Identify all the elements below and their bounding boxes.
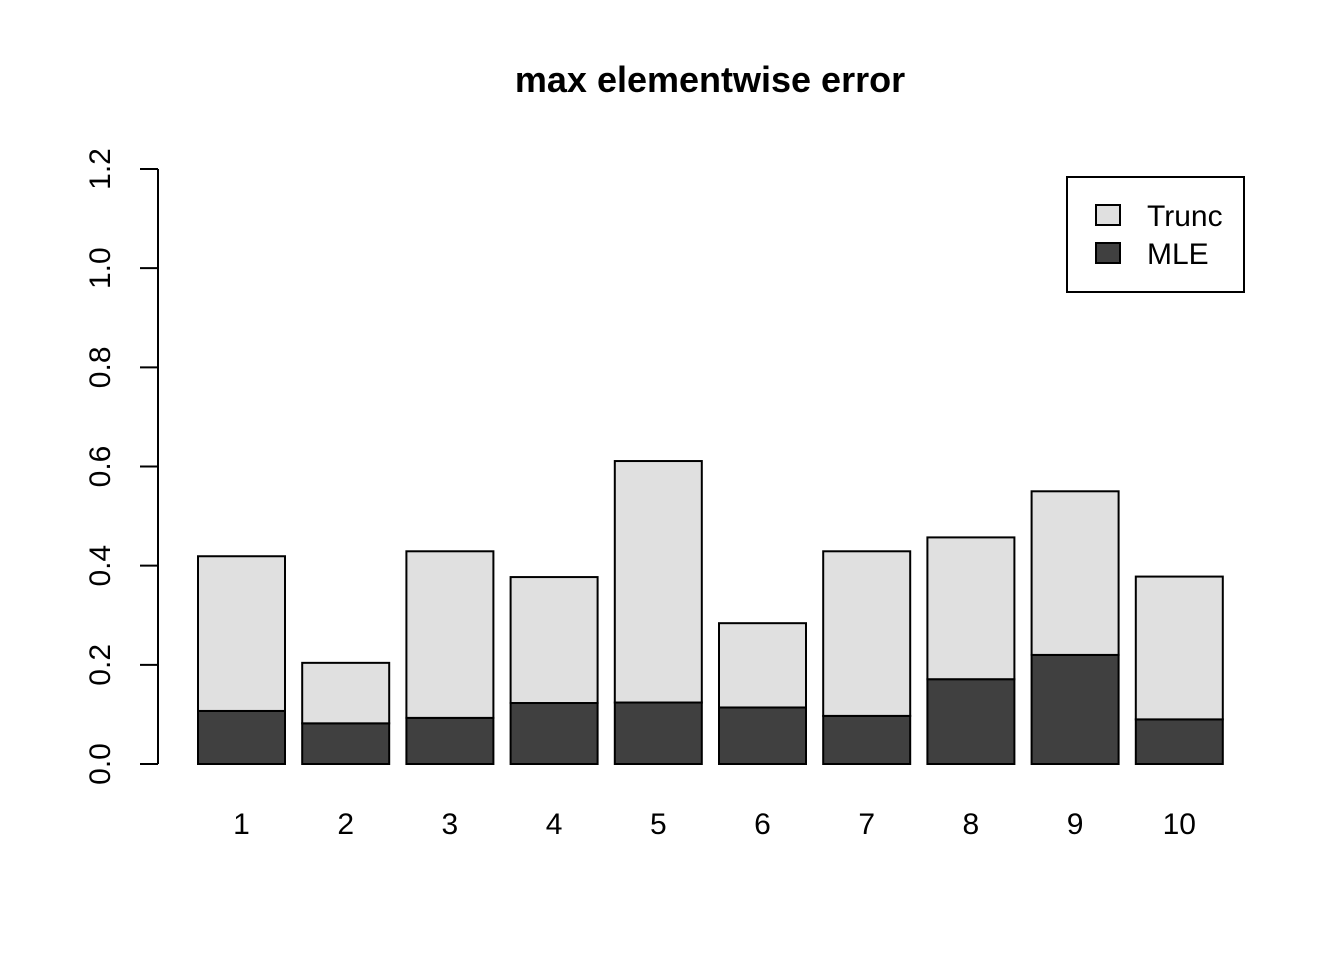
bar-trunc-7 [822,550,912,717]
legend-swatch-trunc [1095,204,1121,226]
bar-trunc-6 [718,622,807,709]
bar-mle-6 [718,706,807,765]
bar-trunc-2 [301,661,391,725]
x-tick-labels: 1 2 3 4 5 6 7 8 9 10 [233,808,1196,841]
bar-mle-7 [822,714,912,766]
bar-mle-3 [405,716,495,766]
bar-trunc-5 [613,460,703,704]
bar-mle-10 [1134,718,1224,765]
x-tick-label: 2 [337,808,354,841]
bar-trunc-9 [1030,490,1120,656]
y-tick-label: 0.6 [84,446,117,488]
x-tick-label: 9 [1067,808,1084,841]
legend-label-trunc: Trunc [1147,200,1223,233]
x-tick-label: 8 [963,808,980,841]
bar-mle-1 [197,709,286,766]
y-tick-label: 0.8 [84,346,117,388]
x-tick-label: 1 [233,808,250,841]
x-tick-label: 3 [442,808,459,841]
bar-trunc-1 [197,555,286,712]
legend-swatch-mle [1095,242,1121,264]
bar-trunc-4 [509,576,599,705]
y-ticks: 0.0 0.2 0.4 0.6 0.8 1.0 1.2 [84,148,158,785]
bar-mle-9 [1030,653,1120,766]
legend-label-mle: MLE [1147,238,1209,271]
bar-mle-5 [613,701,703,765]
y-tick-label: 1.0 [84,247,117,289]
bar-mle-8 [926,678,1016,766]
x-tick-label: 7 [858,808,875,841]
x-tick-label: 4 [546,808,563,841]
bars [197,460,1224,766]
bar-trunc-8 [926,536,1016,681]
bar-mle-2 [301,722,391,766]
legend-box [1066,176,1245,293]
x-tick-label: 10 [1163,808,1196,841]
bar-trunc-10 [1134,575,1224,721]
y-tick-label: 0.4 [84,545,117,587]
chart-title: max elementwise error [515,59,905,100]
y-tick-label: 0.0 [84,743,117,785]
bar-mle-4 [509,702,599,766]
x-tick-label: 5 [650,808,667,841]
y-tick-label: 0.2 [84,644,117,686]
legend: Trunc MLE [1066,176,1245,293]
y-tick-label: 1.2 [84,148,117,190]
bar-trunc-3 [405,550,495,719]
y-axis: 0.0 0.2 0.4 0.6 0.8 1.0 1.2 [84,148,159,785]
x-tick-label: 6 [754,808,771,841]
